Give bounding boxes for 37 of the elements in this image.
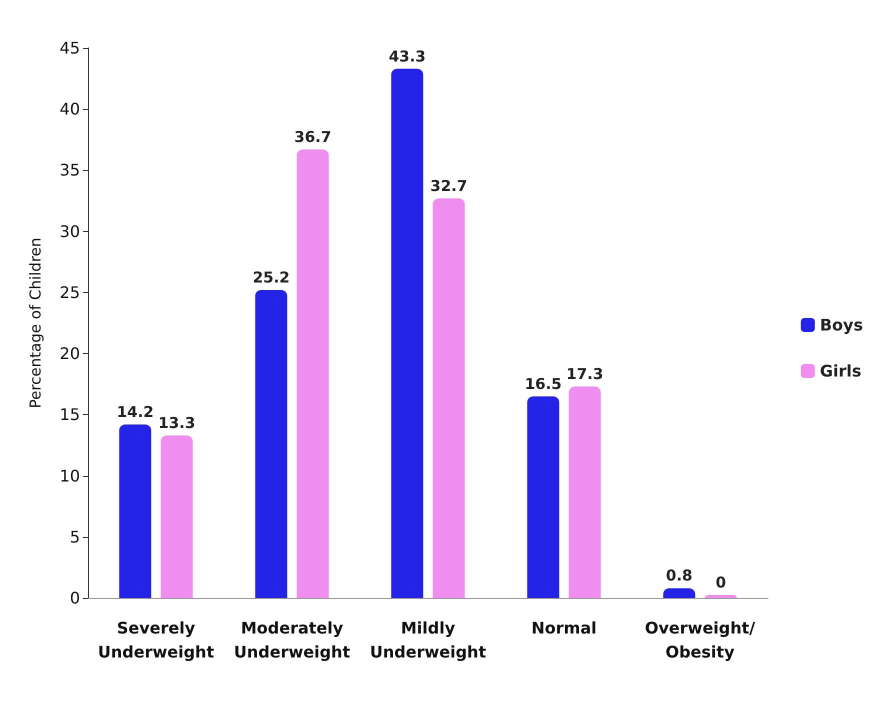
data-label: 0.8	[666, 566, 692, 585]
y-tick-label: 10	[60, 466, 80, 486]
data-label: 32.7	[430, 176, 468, 195]
data-label: 14.2	[116, 402, 154, 421]
x-tick-label: Overweight/ Obesity	[644, 618, 756, 662]
bar	[663, 588, 696, 598]
y-tick-label: 25	[60, 282, 80, 302]
bar	[568, 386, 601, 598]
y-tick-label: 15	[60, 405, 80, 424]
y-tick-label: 0	[70, 588, 80, 608]
bar	[527, 396, 560, 598]
bar	[296, 149, 329, 598]
data-label: 17.3	[566, 365, 604, 384]
y-tick-label: 35	[60, 160, 80, 180]
legend-label: Girls	[820, 362, 862, 380]
data-label: 36.7	[294, 128, 332, 146]
bar	[255, 290, 288, 598]
legend-label: Boys	[820, 316, 863, 334]
bar	[432, 198, 465, 598]
y-tick-label: 40	[60, 100, 80, 119]
x-tick-label: Moderately Underweight	[234, 618, 350, 662]
bar	[119, 424, 152, 598]
x-tick-label: Mildly Underweight	[370, 618, 486, 662]
data-label: 13.3	[158, 414, 196, 432]
y-tick-label: 20	[60, 344, 80, 364]
y-axis-title: Percentage of Children	[26, 238, 44, 408]
bar	[160, 435, 193, 598]
x-tick-label: Normal	[531, 618, 597, 638]
data-label: 25.2	[252, 268, 290, 286]
x-tick-label: Severely Underweight	[98, 618, 214, 662]
y-tick-label: 30	[60, 222, 80, 241]
data-label: 0	[716, 574, 726, 592]
y-tick-label: 5	[70, 527, 80, 546]
bar	[391, 68, 424, 598]
data-label: 16.5	[524, 374, 562, 393]
y-tick-label: 45	[60, 38, 80, 58]
data-label: 43.3	[388, 47, 426, 66]
